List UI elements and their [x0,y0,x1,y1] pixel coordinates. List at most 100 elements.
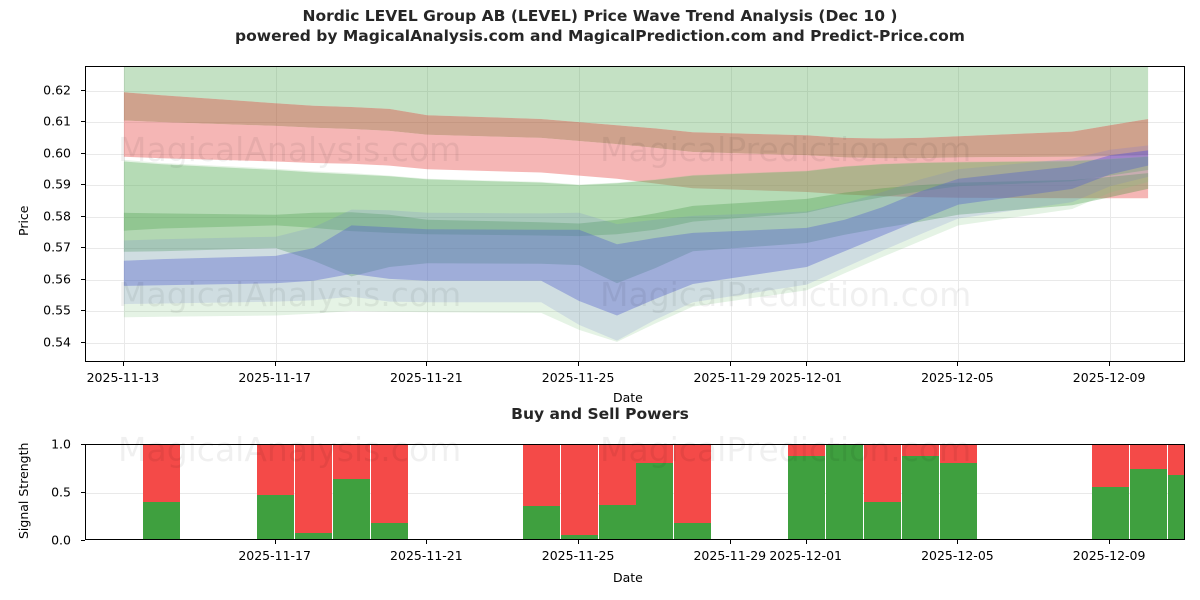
signal-y-tick-label: 0.0 [0,533,78,548]
signal-bar[interactable] [561,445,598,539]
price-y-tick-label: 0.61 [0,114,78,129]
signal-y-tick-label: 1.0 [0,437,78,452]
buy-power-segment [333,479,370,539]
sell-power-segment [523,445,560,508]
price-y-tick-label: 0.54 [0,334,78,349]
signal-bar[interactable] [143,445,180,539]
signal-bar[interactable] [257,445,294,539]
buy-power-segment [523,506,560,539]
signal-bar[interactable] [902,445,939,539]
price-y-tick-label: 0.56 [0,271,78,286]
sell-power-segment [636,445,673,465]
date-axis-label-bottom: Date [613,570,643,585]
date-x-tick-mark [123,362,124,366]
date-x-tick-mark [730,540,731,544]
price-wave-chart [85,66,1185,362]
buy-power-segment [864,502,901,539]
buy-power-segment [561,535,598,539]
date-x-tick-mark [275,540,276,544]
sell-power-segment [940,445,977,465]
date-x-tick-label: 2025-11-25 [542,548,615,563]
price-y-tick-label: 0.62 [0,82,78,97]
buy-power-segment [826,444,863,539]
date-x-tick-label: 2025-11-13 [87,370,160,385]
sell-power-segment [1130,445,1167,471]
signal-bar[interactable] [788,445,825,539]
wave-bands [86,67,1185,362]
buy-power-segment [674,523,711,539]
signal-strength-axis-label: Signal Strength [16,443,31,539]
buy-sell-title-block: Buy and Sell Powers [0,404,1200,423]
sell-power-segment [1092,445,1129,489]
date-x-tick-label: 2025-11-21 [390,548,463,563]
sell-power-segment [674,445,711,525]
buy-sell-title: Buy and Sell Powers [511,405,689,423]
signal-bar[interactable] [636,445,673,539]
date-x-tick-mark [426,362,427,366]
signal-bar[interactable] [1168,445,1186,539]
sell-power-segment [864,445,901,504]
signal-bar[interactable] [371,445,408,539]
date-axis-label-top: Date [613,390,643,405]
page-title: Nordic LEVEL Group AB (LEVEL) Price Wave… [0,6,1200,46]
buy-power-segment [788,456,825,539]
date-x-tick-label: 2025-12-09 [1073,370,1146,385]
date-x-tick-mark [578,540,579,544]
date-x-tick-label: 2025-12-05 [921,370,994,385]
buy-power-segment [143,502,180,539]
date-x-tick-mark [730,362,731,366]
buy-power-segment [902,456,939,539]
buy-sell-powers-chart [85,444,1185,540]
chart-page: Nordic LEVEL Group AB (LEVEL) Price Wave… [0,0,1200,600]
buy-power-segment [636,463,673,539]
signal-bar[interactable] [599,445,636,539]
sell-power-segment [333,445,370,481]
title-line-2: powered by MagicalAnalysis.com and Magic… [0,26,1200,46]
sell-power-segment [561,445,598,537]
signal-y-tick-mark [81,540,85,541]
sell-power-segment [599,445,636,507]
signal-bar[interactable] [674,445,711,539]
date-x-tick-mark [426,540,427,544]
date-x-tick-label: 2025-12-01 [769,548,842,563]
band-pale-green-halo [124,156,1148,342]
signal-bar[interactable] [523,445,560,539]
signal-bar[interactable] [1092,445,1129,539]
signal-bar[interactable] [864,445,901,539]
date-x-tick-label: 2025-11-17 [238,548,311,563]
title-line-1: Nordic LEVEL Group AB (LEVEL) Price Wave… [0,6,1200,26]
sell-power-segment [295,445,332,535]
buy-power-segment [1092,487,1129,539]
date-x-tick-label: 2025-12-09 [1073,548,1146,563]
date-x-tick-mark [275,362,276,366]
date-x-tick-label: 2025-12-01 [769,370,842,385]
date-x-tick-label: 2025-11-29 [693,370,766,385]
date-x-tick-mark [578,362,579,366]
buy-power-segment [1168,475,1186,539]
price-y-tick-label: 0.60 [0,145,78,160]
buy-power-segment [257,495,294,539]
date-x-tick-mark [957,540,958,544]
date-x-tick-mark [1109,362,1110,366]
price-y-tick-label: 0.57 [0,240,78,255]
date-x-tick-label: 2025-12-05 [921,548,994,563]
buy-power-segment [599,505,636,539]
date-x-tick-label: 2025-11-17 [238,370,311,385]
signal-bar[interactable] [826,445,863,539]
buy-power-segment [371,523,408,539]
date-x-tick-mark [957,362,958,366]
date-x-tick-mark [806,362,807,366]
signal-bar[interactable] [940,445,977,539]
signal-bar[interactable] [333,445,370,539]
price-y-tick-label: 0.55 [0,303,78,318]
signal-bar[interactable] [1130,445,1167,539]
price-y-tick-label: 0.58 [0,208,78,223]
date-x-tick-label: 2025-11-21 [390,370,463,385]
buy-power-segment [295,533,332,539]
signal-bar[interactable] [295,445,332,539]
sell-power-segment [371,445,408,525]
sell-power-segment [143,445,180,504]
date-x-tick-label: 2025-11-25 [542,370,615,385]
sell-power-segment [257,445,294,497]
buy-power-segment [1130,469,1167,539]
